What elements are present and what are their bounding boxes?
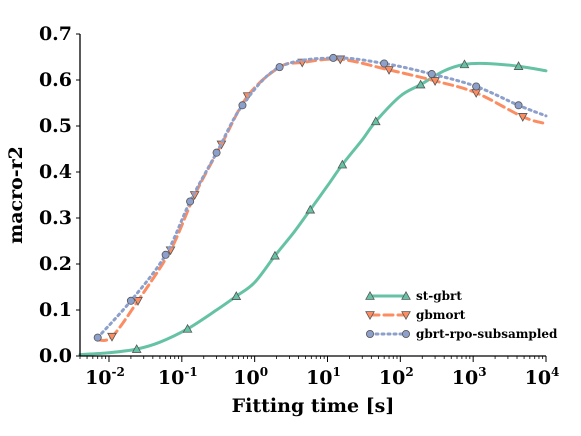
- series-line-st-gbrt: [78, 61, 548, 357]
- series-gbmort: [96, 55, 548, 343]
- y-tick-label: 0.4: [39, 161, 72, 183]
- series-gbrt-rpo-subsampled: [93, 53, 548, 342]
- y-tick-label: 0.6: [39, 69, 72, 91]
- data-point-gbrt-rpo-subsampled: [514, 101, 523, 110]
- legend-marker-gbmort: [401, 311, 411, 321]
- data-point-gbrt-rpo-subsampled: [212, 148, 221, 157]
- data-point-st-gbrt: [415, 79, 426, 89]
- data-point-st-gbrt: [337, 159, 348, 169]
- y-axis-title: macro-r2: [5, 146, 27, 244]
- x-tick-label: 104: [525, 365, 560, 389]
- data-point-gbrt-rpo-subsampled: [238, 101, 247, 110]
- y-tick-label: 0.3: [39, 207, 72, 229]
- plot-area: [78, 53, 548, 357]
- legend-marker-st-gbrt: [401, 290, 411, 300]
- data-point-gbrt-rpo-subsampled: [93, 333, 102, 342]
- data-point-st-gbrt: [305, 204, 316, 214]
- data-point-gbrt-rpo-subsampled: [161, 250, 170, 259]
- x-tick-label: 103: [452, 365, 487, 389]
- axes: 0.0 0.1 0.2 0.3 0.4 0.5 0.6 0.7 10-2 10-1 100 101 10…: [39, 23, 559, 389]
- legend-marker-gbmort: [365, 311, 375, 321]
- data-point-gbmort: [107, 332, 117, 342]
- legend-item-gbmort: gbmort: [365, 308, 466, 322]
- data-point-gbmort: [133, 297, 143, 306]
- y-tick-label: 0.0: [39, 345, 72, 367]
- x-axis-title: Fitting time [s]: [232, 395, 395, 417]
- legend-label-gbmort: gbmort: [416, 308, 466, 322]
- legend-marker-st-gbrt: [365, 290, 375, 300]
- data-point-gbrt-rpo-subsampled: [126, 296, 135, 305]
- x-tick-label: 100: [233, 365, 268, 389]
- y-tick-label: 0.5: [39, 115, 72, 137]
- legend-item-gbrt-rpo-subsampled: gbrt-rpo-subsampled: [365, 327, 558, 341]
- legend-marker-gbrt-rpo-subsampled: [401, 329, 410, 338]
- data-point-gbmort: [517, 113, 528, 122]
- x-tick-label: 102: [379, 365, 414, 389]
- legend-label-gbrt-rpo-subsampled: gbrt-rpo-subsampled: [416, 327, 558, 341]
- data-point-st-gbrt: [270, 250, 280, 260]
- data-point-gbmort: [384, 66, 394, 75]
- x-tick-label: 101: [306, 365, 341, 389]
- data-point-st-gbrt: [513, 61, 524, 70]
- legend-item-st-gbrt: st-gbrt: [365, 289, 462, 303]
- series-line-gbrt-rpo-subsampled: [96, 56, 548, 340]
- data-point-gbrt-rpo-subsampled: [427, 70, 436, 79]
- series-st-gbrt: [78, 59, 548, 357]
- data-point-gbrt-rpo-subsampled: [186, 197, 195, 206]
- legend: st-gbrt gbmort gbrt-rpo-subsampled: [365, 289, 558, 341]
- data-point-gbmort: [430, 77, 440, 86]
- data-point-st-gbrt: [182, 323, 193, 333]
- legend-marker-gbrt-rpo-subsampled: [365, 329, 374, 338]
- data-point-gbrt-rpo-subsampled: [472, 82, 481, 91]
- data-point-gbrt-rpo-subsampled: [275, 63, 284, 72]
- legend-label-st-gbrt: st-gbrt: [416, 289, 462, 303]
- x-tick-label: 10-1: [158, 365, 198, 389]
- data-point-st-gbrt: [131, 344, 142, 353]
- y-tick-label: 0.1: [39, 299, 72, 321]
- data-point-st-gbrt: [370, 116, 381, 126]
- data-point-gbrt-rpo-subsampled: [329, 53, 338, 62]
- y-tick-label: 0.7: [39, 23, 72, 45]
- data-point-st-gbrt: [459, 59, 470, 69]
- x-tick-label: 10-2: [85, 365, 125, 389]
- series-line-gbmort: [96, 57, 548, 343]
- y-tick-label: 0.2: [39, 253, 72, 275]
- data-point-st-gbrt: [231, 291, 242, 300]
- data-point-gbrt-rpo-subsampled: [380, 59, 389, 68]
